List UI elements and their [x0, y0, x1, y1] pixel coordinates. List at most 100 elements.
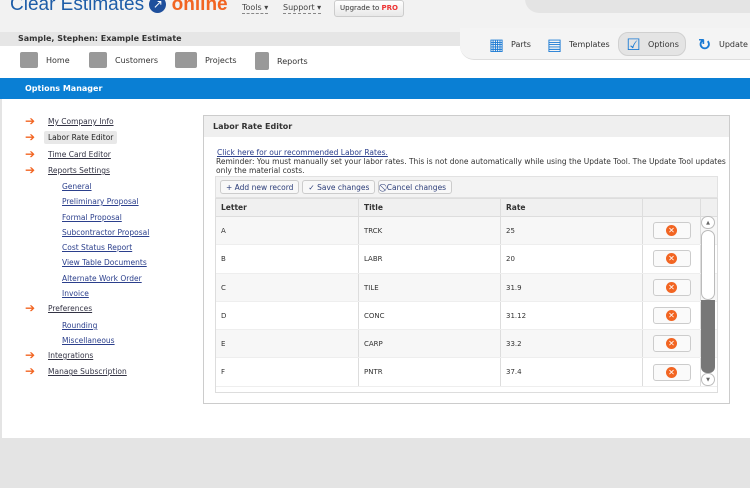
right-nav: [460, 28, 750, 60]
sidebar-report-item[interactable]: Alternate Work Order: [62, 274, 142, 283]
nav-home[interactable]: Home: [20, 52, 70, 68]
letter-cell[interactable]: E: [216, 330, 359, 358]
arrow-icon: ➔: [25, 130, 36, 144]
sidebar-pref-item[interactable]: Miscellaneous: [62, 336, 115, 345]
grid-scrollbar[interactable]: ▲ ▼: [701, 216, 716, 389]
title-cell[interactable]: PNTR: [359, 358, 501, 386]
close-icon: ✕: [666, 338, 677, 350]
reminder-text: Reminder: You must manually set your lab…: [216, 157, 726, 175]
title-cell[interactable]: CARP: [359, 330, 501, 358]
rate-cell[interactable]: 33.2: [501, 330, 643, 358]
nav-parts[interactable]: ▦ Parts: [488, 34, 531, 54]
panel-title: Labor Rate Editor: [204, 116, 729, 137]
sidebar-report-item[interactable]: Invoice: [62, 289, 89, 298]
account-area: [525, 0, 750, 13]
sidebar-manage-subscription[interactable]: Manage Subscription: [48, 367, 127, 376]
labor-rate-grid: Letter Title Rate A TRCK 25 ✕ B LABR 20 ✕ C TILE 3…: [215, 198, 718, 393]
labor-rate-panel: Labor Rate Editor Click here for our rec…: [203, 115, 730, 404]
letter-cell[interactable]: B: [216, 245, 359, 273]
title-cell[interactable]: TRCK: [359, 217, 501, 245]
sidebar-my-company[interactable]: My Company Info: [48, 117, 114, 126]
title-cell[interactable]: LABR: [359, 245, 501, 273]
title-cell[interactable]: CONC: [359, 301, 501, 330]
close-icon: ✕: [666, 225, 677, 237]
logo[interactable]: Clear Estimates ↗ online: [10, 0, 228, 16]
nav-projects[interactable]: Projects: [175, 52, 237, 68]
scroll-up-button[interactable]: ▲: [701, 216, 715, 229]
notebook-icon: ▤: [546, 34, 563, 54]
close-icon: ✕: [666, 310, 677, 322]
save-changes-button[interactable]: ✓ Save changes: [302, 180, 376, 194]
tools-menu[interactable]: Tools ▾: [242, 3, 269, 14]
grid-icon: ▦: [488, 34, 505, 54]
column-letter[interactable]: Letter: [216, 199, 359, 216]
nav-options[interactable]: ☑ Options: [618, 32, 686, 56]
arrow-icon: ➔: [25, 147, 36, 161]
arrow-icon: ➔: [25, 163, 36, 177]
sidebar-report-item[interactable]: General: [62, 182, 92, 191]
close-icon: ✕: [666, 366, 677, 378]
table-row[interactable]: B LABR 20 ✕: [216, 245, 717, 274]
scroll-track[interactable]: [701, 300, 715, 373]
letter-cell[interactable]: F: [216, 358, 359, 386]
letter-cell[interactable]: C: [216, 273, 359, 301]
add-record-button[interactable]: + Add new record: [220, 180, 300, 194]
column-title[interactable]: Title: [359, 199, 501, 216]
rate-cell[interactable]: 25: [501, 217, 643, 245]
title-cell[interactable]: TILE: [359, 273, 501, 301]
nav-reports[interactable]: Reports: [255, 52, 308, 70]
sidebar-report-item[interactable]: View Table Documents: [62, 258, 147, 267]
table-row[interactable]: E CARP 33.2 ✕: [216, 330, 717, 359]
sidebar-labor-rate[interactable]: Labor Rate Editor: [44, 131, 118, 144]
refresh-icon: ↻: [697, 34, 712, 54]
close-icon: ✕: [666, 253, 677, 265]
delete-row-button[interactable]: ✕: [652, 250, 691, 268]
home-icon: [20, 52, 38, 68]
rate-cell[interactable]: 37.4: [501, 358, 643, 386]
sidebar-reports-settings[interactable]: Reports Settings: [48, 166, 110, 175]
scroll-thumb[interactable]: [701, 230, 715, 300]
scroll-down-button[interactable]: ▼: [701, 373, 715, 386]
delete-row-button[interactable]: ✕: [652, 222, 691, 240]
table-row[interactable]: F PNTR 37.4 ✕: [216, 358, 717, 387]
grid-toolbar: + Add new record ✓ Save changes ⃠ Cancel…: [215, 176, 718, 198]
clipboard-icon: [255, 52, 269, 70]
rate-cell[interactable]: 31.9: [501, 273, 643, 301]
sidebar-integrations[interactable]: Integrations: [48, 351, 94, 360]
upgrade-button[interactable]: Upgrade to PRO: [334, 0, 404, 17]
sidebar-report-item[interactable]: Subcontractor Proposal: [62, 228, 150, 237]
arrow-logo-icon: ↗: [149, 0, 167, 13]
delete-row-button[interactable]: ✕: [652, 278, 691, 296]
sidebar-time-card[interactable]: Time Card Editor: [48, 150, 111, 159]
checkbox-icon: ☑: [626, 34, 641, 54]
section-header: Options Manager: [0, 78, 750, 99]
delete-row-button[interactable]: ✕: [652, 363, 691, 381]
delete-row-button[interactable]: ✕: [652, 307, 691, 325]
table-row[interactable]: A TRCK 25 ✕: [216, 217, 717, 246]
arrow-icon: ➔: [25, 114, 36, 128]
sidebar-report-item[interactable]: Cost Status Report: [62, 243, 133, 252]
sidebar-pref-item[interactable]: Rounding: [62, 321, 98, 330]
cancel-changes-button[interactable]: ⃠ Cancel changes: [378, 180, 453, 194]
table-row[interactable]: D CONC 31.12 ✕: [216, 301, 717, 331]
rate-cell[interactable]: 31.12: [501, 301, 643, 330]
sidebar-preferences[interactable]: Preferences: [48, 304, 93, 313]
arrow-icon: ➔: [25, 301, 36, 315]
letter-cell[interactable]: D: [216, 301, 359, 330]
rate-cell[interactable]: 20: [501, 245, 643, 273]
support-menu[interactable]: Support ▾: [283, 3, 322, 14]
letter-cell[interactable]: A: [216, 217, 359, 245]
toolbox-icon: [175, 52, 197, 68]
users-icon: [89, 52, 107, 68]
arrow-icon: ➔: [25, 364, 36, 378]
column-rate[interactable]: Rate: [501, 199, 643, 216]
sidebar-report-item[interactable]: Formal Proposal: [62, 213, 122, 222]
sidebar-report-item[interactable]: Preliminary Proposal: [62, 197, 139, 206]
recommended-rates-link[interactable]: Click here for our recommended Labor Rat…: [217, 148, 388, 157]
nav-templates[interactable]: ▤ Templates: [546, 34, 610, 54]
nav-customers[interactable]: Customers: [89, 52, 158, 68]
nav-update[interactable]: ↻ Update: [697, 34, 748, 54]
delete-row-button[interactable]: ✕: [652, 335, 691, 353]
table-row[interactable]: C TILE 31.9 ✕: [216, 273, 717, 302]
grid-header: Letter Title Rate: [216, 199, 717, 217]
